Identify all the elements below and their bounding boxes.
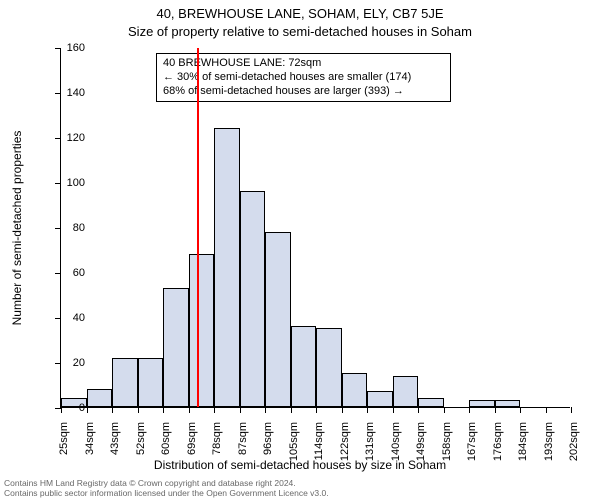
footer-attribution: Contains HM Land Registry data © Crown c… — [4, 478, 329, 498]
annotation-line-3: 68% of semi-detached houses are larger (… — [163, 85, 444, 99]
y-tick-label: 60 — [55, 267, 85, 279]
x-tick-label: 96sqm — [262, 422, 274, 455]
chart-title-main: 40, BREWHOUSE LANE, SOHAM, ELY, CB7 5JE — [0, 6, 600, 21]
histogram-bar — [367, 391, 393, 407]
x-tick — [291, 407, 292, 413]
y-tick-label: 80 — [55, 222, 85, 234]
x-tick-label: 140sqm — [390, 422, 402, 461]
y-axis-title: Number of semi-detached properties — [10, 131, 24, 326]
x-tick-label: 149sqm — [415, 422, 427, 461]
x-tick-label: 105sqm — [288, 422, 300, 461]
x-tick — [87, 407, 88, 413]
x-tick — [495, 407, 496, 413]
histogram-bar — [469, 400, 495, 407]
x-tick-label: 52sqm — [135, 422, 147, 455]
x-tick — [342, 407, 343, 413]
x-tick — [163, 407, 164, 413]
histogram-bar — [138, 358, 164, 408]
reference-line — [197, 48, 199, 407]
x-tick-label: 78sqm — [211, 422, 223, 455]
x-tick — [189, 407, 190, 413]
histogram-bar — [418, 398, 444, 407]
footer-line-1: Contains HM Land Registry data © Crown c… — [4, 478, 329, 488]
x-tick-label: 69sqm — [186, 422, 198, 455]
histogram-bar — [240, 191, 266, 407]
y-tick-label: 140 — [55, 87, 85, 99]
x-tick-label: 122sqm — [339, 422, 351, 461]
plot-area: 40 BREWHOUSE LANE: 72sqm ← 30% of semi-d… — [60, 48, 570, 408]
x-tick — [214, 407, 215, 413]
histogram-bar — [393, 376, 419, 408]
histogram-bar — [163, 288, 189, 407]
x-tick — [546, 407, 547, 413]
x-tick — [418, 407, 419, 413]
y-tick-label: 40 — [55, 312, 85, 324]
x-tick — [469, 407, 470, 413]
x-tick-label: 167sqm — [466, 422, 478, 461]
annotation-line-1: 40 BREWHOUSE LANE: 72sqm — [163, 57, 444, 71]
y-tick-label: 120 — [55, 132, 85, 144]
x-tick — [520, 407, 521, 413]
x-tick-label: 184sqm — [517, 422, 529, 461]
x-tick — [265, 407, 266, 413]
y-tick-label: 160 — [55, 42, 85, 54]
x-tick-label: 131sqm — [364, 422, 376, 461]
x-tick-label: 60sqm — [160, 422, 172, 455]
histogram-bar — [214, 128, 240, 407]
x-tick-label: 114sqm — [313, 422, 325, 460]
x-tick — [367, 407, 368, 413]
x-axis-title: Distribution of semi-detached houses by … — [0, 458, 600, 472]
histogram-bar — [112, 358, 138, 408]
chart-title-sub: Size of property relative to semi-detach… — [0, 24, 600, 39]
y-tick-label: 100 — [55, 177, 85, 189]
x-tick-label: 25sqm — [58, 422, 70, 455]
annotation-line-2: ← 30% of semi-detached houses are smalle… — [163, 71, 444, 85]
x-tick — [571, 407, 572, 413]
annotation-box: 40 BREWHOUSE LANE: 72sqm ← 30% of semi-d… — [156, 53, 451, 102]
chart-container: 40, BREWHOUSE LANE, SOHAM, ELY, CB7 5JE … — [0, 0, 600, 500]
histogram-bar — [342, 373, 368, 407]
footer-line-2: Contains public sector information licen… — [4, 488, 329, 498]
x-tick-label: 34sqm — [84, 422, 96, 455]
histogram-bar — [189, 254, 215, 407]
y-tick-label: 0 — [55, 402, 85, 414]
histogram-bar — [87, 389, 113, 407]
x-tick — [316, 407, 317, 413]
x-tick-label: 202sqm — [568, 422, 580, 461]
x-tick-label: 43sqm — [109, 422, 121, 455]
x-tick-label: 158sqm — [441, 422, 453, 461]
x-tick-label: 193sqm — [543, 422, 555, 461]
histogram-bar — [316, 328, 342, 407]
x-tick — [112, 407, 113, 413]
histogram-bar — [495, 400, 521, 407]
histogram-bar — [291, 326, 317, 407]
x-tick — [444, 407, 445, 413]
x-tick-label: 87sqm — [237, 422, 249, 455]
x-tick — [240, 407, 241, 413]
y-tick-label: 20 — [55, 357, 85, 369]
x-tick-label: 176sqm — [492, 422, 504, 461]
histogram-bar — [265, 232, 291, 408]
x-tick — [393, 407, 394, 413]
x-tick — [138, 407, 139, 413]
